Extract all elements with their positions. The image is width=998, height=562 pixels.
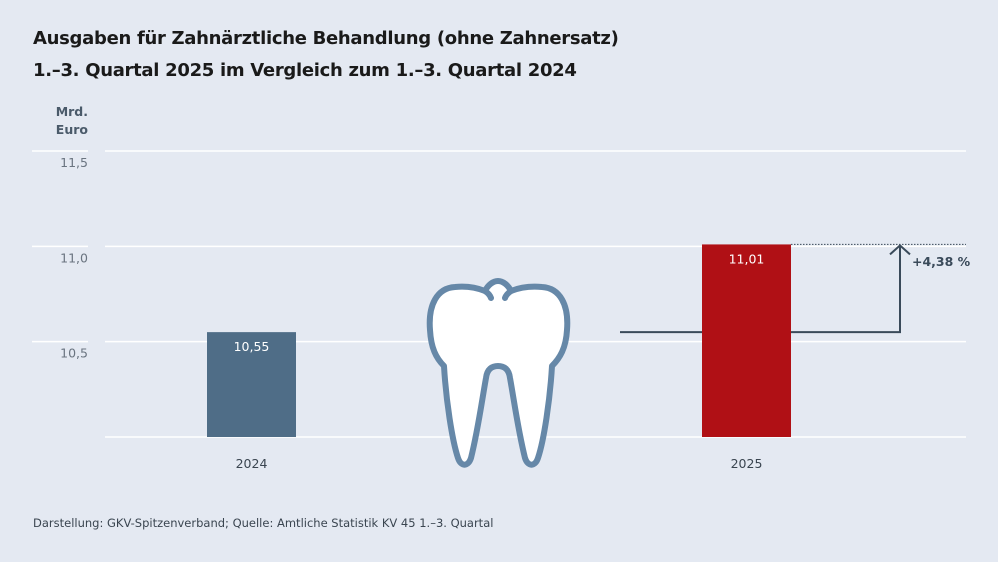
chart-title-line1: Ausgaben für Zahnärztliche Behandlung (o… <box>33 28 619 49</box>
y-axis-unit-line2: Euro <box>55 122 88 137</box>
tooth-icon <box>426 278 571 468</box>
x-tick-label: 2024 <box>236 456 268 471</box>
growth-arrow-line <box>791 245 901 334</box>
bar-2025 <box>702 244 791 437</box>
source-note: Darstellung: GKV-Spitzenverband; Quelle:… <box>33 516 494 530</box>
arrow-up-icon <box>889 244 911 256</box>
y-tick-label: 11,5 <box>60 155 88 170</box>
growth-annotation: +4,38 % <box>912 254 971 269</box>
bar-value-label: 11,01 <box>729 251 765 266</box>
y-tick-label: 11,0 <box>60 250 88 265</box>
bar-value-label: 10,55 <box>234 339 270 354</box>
y-tick-label: 10,5 <box>60 346 88 361</box>
x-tick-label: 2025 <box>731 456 763 471</box>
chart-title-line2: 1.–3. Quartal 2025 im Vergleich zum 1.–3… <box>33 60 577 81</box>
y-axis-unit-line1: Mrd. <box>55 104 88 119</box>
bar-2024 <box>207 332 296 437</box>
